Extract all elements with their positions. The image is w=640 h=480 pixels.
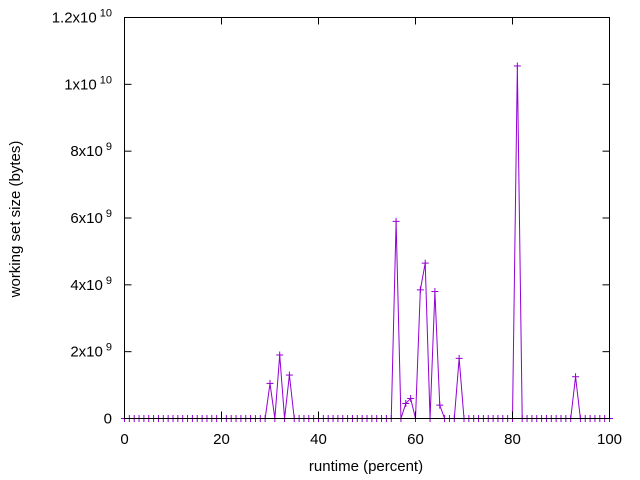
y-tick-label-base: 0 (104, 411, 112, 428)
data-point (276, 351, 284, 359)
y-tick-label: 8x10 9 (70, 141, 112, 160)
data-point (285, 371, 293, 379)
data-point (513, 62, 521, 70)
data-point (266, 379, 274, 387)
y-axis-title: working set size (bytes) (7, 141, 24, 299)
y-tick-label-exponent: 9 (106, 141, 112, 153)
data-point (407, 394, 415, 402)
data-point (572, 373, 580, 381)
x-tick-label: 20 (213, 431, 230, 448)
y-tick-label: 4x10 9 (70, 275, 112, 294)
x-tick-label: 40 (310, 431, 327, 448)
data-point (431, 288, 439, 296)
y-tick-label-exponent: 9 (106, 342, 112, 354)
y-tick-label-base: 4x10 (70, 277, 103, 294)
y-tick-label: 0 (104, 411, 112, 428)
x-tick-label: 0 (120, 431, 128, 448)
x-tick-label: 80 (504, 431, 521, 448)
y-tick-label: 1x10 10 (64, 74, 112, 93)
x-tick-label: 60 (407, 431, 424, 448)
y-tick-label-base: 8x10 (70, 143, 103, 160)
y-tick-label: 2x10 9 (70, 342, 112, 361)
y-tick-label: 1.2x10 10 (52, 8, 112, 27)
data-point (421, 259, 429, 267)
data-point (436, 401, 444, 409)
y-tick-label-base: 1x10 (64, 76, 97, 93)
x-tick-label: 100 (597, 431, 622, 448)
y-tick-label-exponent: 10 (100, 74, 112, 86)
y-tick-label: 6x10 9 (70, 208, 112, 227)
y-tick-label-exponent: 9 (106, 275, 112, 287)
y-tick-label-exponent: 9 (106, 208, 112, 220)
data-point (416, 286, 424, 294)
x-axis-title: runtime (percent) (309, 458, 423, 475)
data-point (392, 217, 400, 225)
y-tick-label-base: 6x10 (70, 210, 103, 227)
y-tick-label-base: 2x10 (70, 344, 103, 361)
y-tick-label-base: 1.2x10 (52, 10, 97, 27)
data-point (402, 399, 410, 407)
y-tick-label-exponent: 10 (100, 8, 112, 20)
data-point (455, 354, 463, 362)
